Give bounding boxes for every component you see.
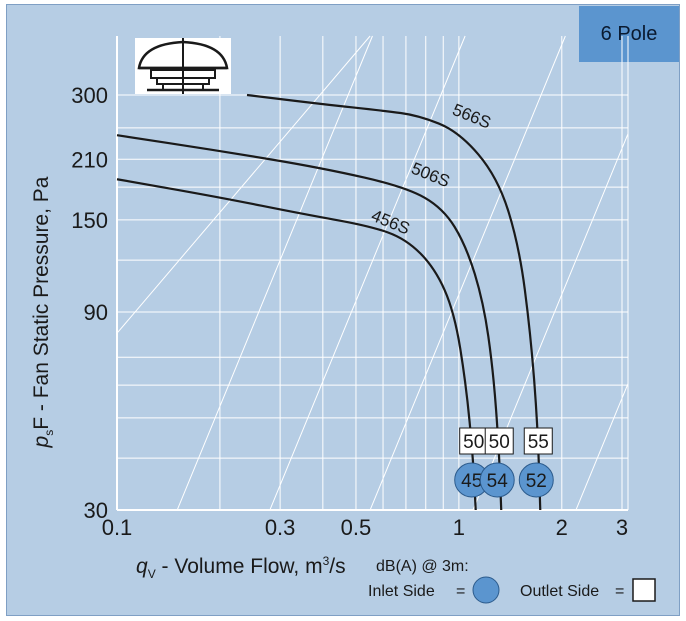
system-line — [176, 35, 373, 511]
outlet-legend-equals: = — [615, 583, 624, 600]
curve-506S — [116, 134, 503, 511]
inlet-legend-label: Inlet Side — [368, 583, 435, 600]
curve-label-506S: 506S — [409, 159, 453, 191]
y-tick-label: 210 — [71, 147, 108, 172]
inlet-legend-equals: = — [456, 583, 465, 600]
y-axis-label: psF - Fan Static Pressure, Pa — [30, 176, 56, 448]
inlet-dba-value-506S: 54 — [487, 471, 509, 492]
y-tick-label: 300 — [71, 83, 108, 108]
x-tick-label: 0.1 — [102, 515, 133, 540]
outlet-legend-label: Outlet Side — [520, 583, 599, 600]
outlet-legend-marker — [632, 578, 656, 602]
fan-icon — [135, 38, 231, 94]
outlet-dba-value-506S: 50 — [489, 432, 510, 453]
y-tick-label: 90 — [84, 300, 108, 325]
outlet-dba-box-506S — [484, 427, 514, 455]
inlet-legend-marker — [472, 576, 500, 604]
system-line — [575, 383, 629, 511]
y-tick-label: 30 — [84, 498, 108, 523]
system-line — [369, 35, 566, 511]
outlet-dba-box-566S — [523, 427, 553, 455]
inlet-dba-value-566S: 52 — [526, 471, 547, 492]
minor-grid — [117, 36, 628, 510]
pole-badge: 6 Pole — [579, 6, 679, 62]
outlet-dba-value-566S: 55 — [528, 432, 549, 453]
inlet-dba-value-456S: 45 — [461, 471, 482, 492]
inlet-dba-marker-506S — [479, 462, 515, 498]
curve-566S — [246, 93, 542, 511]
axis-ticks: 0.1 0.3 0.5 1 2 3 30 90 150 210 300 — [71, 83, 628, 540]
x-tick-label: 0.3 — [265, 515, 296, 540]
x-tick-label: 1 — [453, 515, 465, 540]
outlet-dba-value-456S: 50 — [463, 432, 484, 453]
x-tick-label: 0.5 — [341, 515, 372, 540]
x-axis-label: qV - Volume Flow, m3/s — [136, 554, 346, 581]
y-tick-label: 150 — [71, 208, 108, 233]
x-tick-label: 3 — [616, 515, 628, 540]
system-line — [269, 35, 466, 511]
major-grid — [116, 36, 629, 511]
x-tick-label: 2 — [556, 515, 568, 540]
dba-note: dB(A) @ 3m: — [376, 558, 469, 575]
curve-456S — [116, 178, 477, 511]
inlet-dba-marker-566S — [518, 462, 554, 498]
system-line — [116, 35, 371, 334]
